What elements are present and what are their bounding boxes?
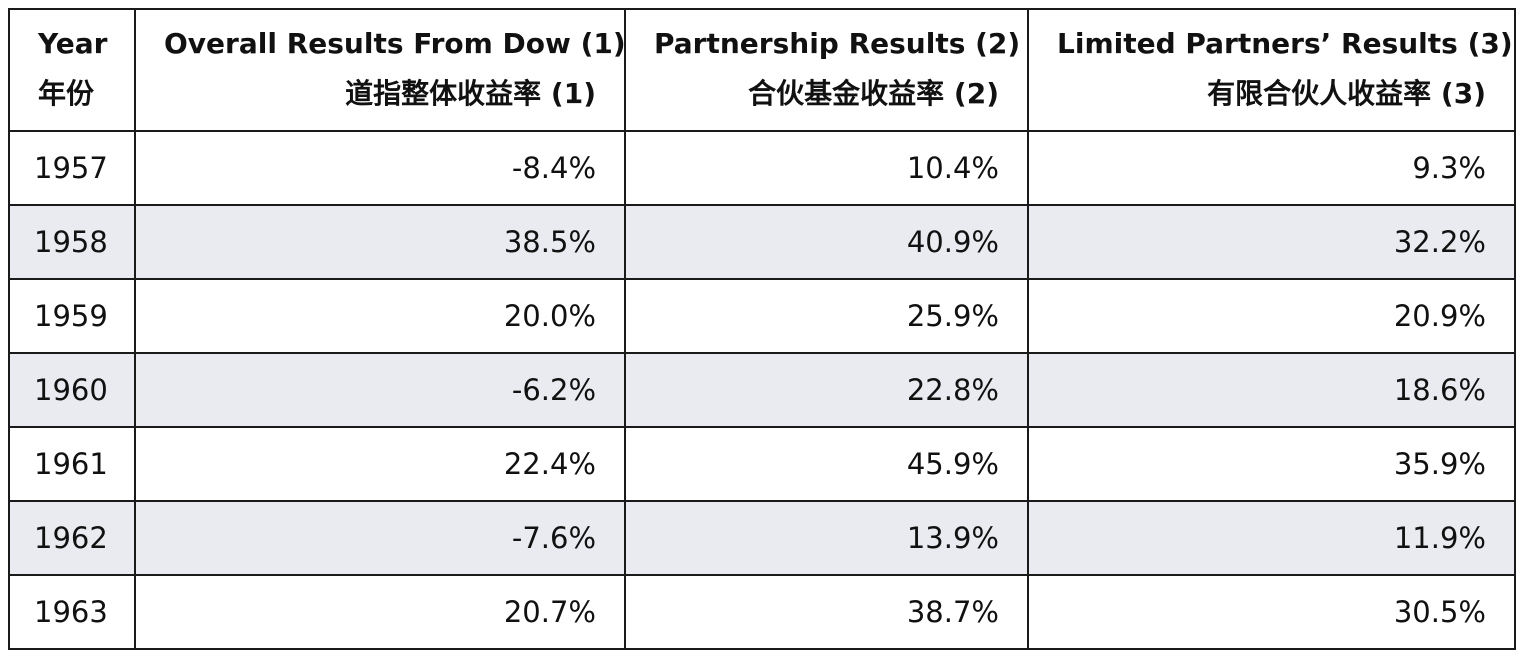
year-cell: 1962	[8, 500, 136, 576]
limited-partners-cell: 35.9%	[1027, 426, 1516, 502]
limited-partners-cell: 11.9%	[1027, 500, 1516, 576]
partnership-cell: 25.9%	[624, 278, 1029, 354]
dow-cell: 20.7%	[134, 574, 626, 650]
year-cell: 1959	[8, 278, 136, 354]
partnership-cell: 45.9%	[624, 426, 1029, 502]
dow-cell: -8.4%	[134, 130, 626, 206]
limited-partners-cell: 9.3%	[1027, 130, 1516, 206]
table-body: 1957 -8.4% 10.4% 9.3% 1958 38.5% 40.9% 3…	[8, 130, 1516, 650]
table-row: 1960 -6.2% 22.8% 18.6%	[8, 352, 1516, 428]
partnership-cell: 22.8%	[624, 352, 1029, 428]
year-cell: 1958	[8, 204, 136, 280]
header-year-zh: 年份	[38, 77, 95, 110]
partnership-cell: 10.4%	[624, 130, 1029, 206]
dow-cell: -7.6%	[134, 500, 626, 576]
limited-partners-cell: 20.9%	[1027, 278, 1516, 354]
results-table: Year 年份 Overall Results From Dow (1) 道指整…	[8, 8, 1516, 650]
limited-partners-cell: 18.6%	[1027, 352, 1516, 428]
dow-cell: 22.4%	[134, 426, 626, 502]
year-cell: 1961	[8, 426, 136, 502]
header-partnership-zh: 合伙基金收益率 (2)	[748, 77, 999, 110]
dow-cell: -6.2%	[134, 352, 626, 428]
limited-partners-cell: 30.5%	[1027, 574, 1516, 650]
header-limited-partners-en: Limited Partners’ Results (3)	[1057, 27, 1513, 60]
table-row: 1962 -7.6% 13.9% 11.9%	[8, 500, 1516, 576]
table-row: 1957 -8.4% 10.4% 9.3%	[8, 130, 1516, 206]
table-row: 1961 22.4% 45.9% 35.9%	[8, 426, 1516, 502]
header-partnership-en: Partnership Results (2)	[654, 27, 1021, 60]
year-cell: 1957	[8, 130, 136, 206]
table-row: 1959 20.0% 25.9% 20.9%	[8, 278, 1516, 354]
header-year-en: Year	[38, 27, 108, 60]
table-row: 1958 38.5% 40.9% 32.2%	[8, 204, 1516, 280]
header-dow-zh: 道指整体收益率 (1)	[345, 77, 596, 110]
dow-cell: 38.5%	[134, 204, 626, 280]
header-year: Year 年份	[8, 8, 136, 132]
header-dow: Overall Results From Dow (1) 道指整体收益率 (1)	[134, 8, 626, 132]
header-dow-en: Overall Results From Dow (1)	[164, 27, 626, 60]
dow-cell: 20.0%	[134, 278, 626, 354]
table-row: 1963 20.7% 38.7% 30.5%	[8, 574, 1516, 650]
partnership-cell: 13.9%	[624, 500, 1029, 576]
header-limited-partners-zh: 有限合伙人收益率 (3)	[1207, 77, 1486, 110]
year-cell: 1960	[8, 352, 136, 428]
header-row: Year 年份 Overall Results From Dow (1) 道指整…	[8, 8, 1516, 132]
header-limited-partners: Limited Partners’ Results (3) 有限合伙人收益率 (…	[1027, 8, 1516, 132]
partnership-cell: 38.7%	[624, 574, 1029, 650]
partnership-cell: 40.9%	[624, 204, 1029, 280]
header-partnership: Partnership Results (2) 合伙基金收益率 (2)	[624, 8, 1029, 132]
table-header: Year 年份 Overall Results From Dow (1) 道指整…	[8, 8, 1516, 132]
year-cell: 1963	[8, 574, 136, 650]
limited-partners-cell: 32.2%	[1027, 204, 1516, 280]
